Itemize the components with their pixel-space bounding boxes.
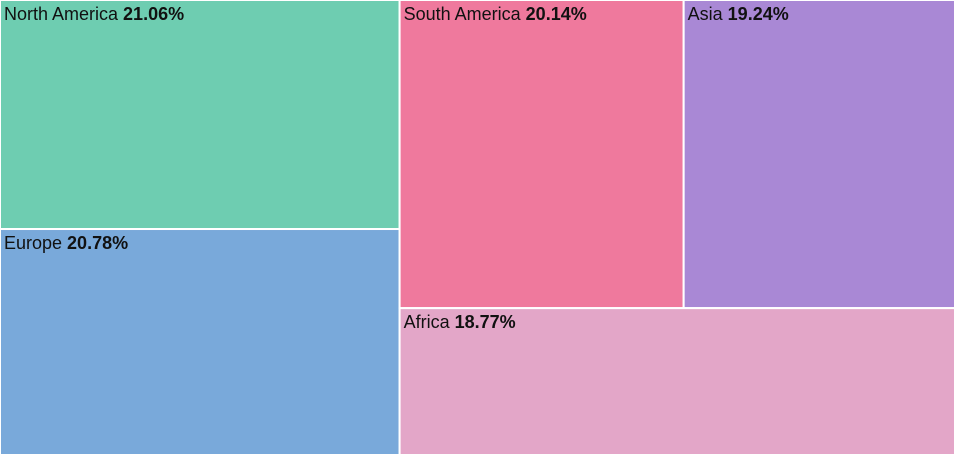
- tile-label-europe: Europe 20.78%: [4, 233, 128, 253]
- tile-name-south-america: South America: [404, 4, 526, 24]
- tile-value-africa: 18.77%: [455, 312, 516, 332]
- tile-label-africa: Africa 18.77%: [404, 312, 516, 332]
- tile-north-america: [0, 0, 401, 231]
- tile-asia: [682, 0, 955, 310]
- tile-label-south-america: South America 20.14%: [404, 4, 587, 24]
- tile-africa: [398, 307, 955, 455]
- tile-label-asia: Asia 19.24%: [688, 4, 789, 24]
- tile-label-north-america: North America 21.06%: [4, 4, 184, 24]
- tile-value-asia: 19.24%: [728, 4, 789, 24]
- tile-value-south-america: 20.14%: [526, 4, 587, 24]
- tile-name-africa: Africa: [404, 312, 455, 332]
- tile-value-north-america: 21.06%: [123, 4, 184, 24]
- tile-name-north-america: North America: [4, 4, 123, 24]
- tile-south-america: [398, 0, 685, 310]
- tile-europe: [0, 228, 401, 455]
- tile-value-europe: 20.78%: [67, 233, 128, 253]
- tile-name-europe: Europe: [4, 233, 67, 253]
- tile-name-asia: Asia: [688, 4, 728, 24]
